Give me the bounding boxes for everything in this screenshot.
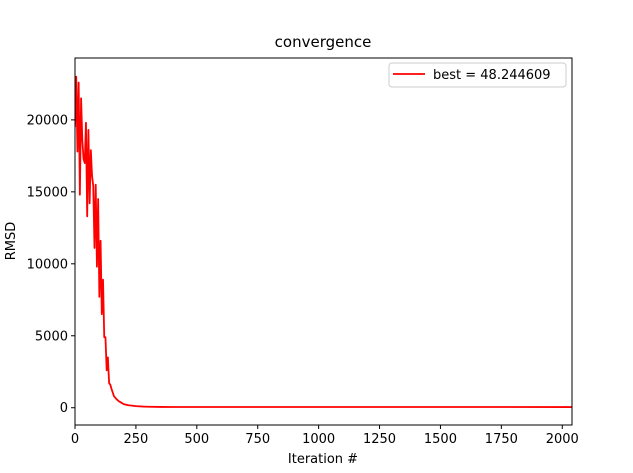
x-tick-label: 2000 [546, 432, 579, 447]
x-tick-label: 500 [184, 432, 209, 447]
x-axis: 0 250 500 750 1000 1250 1500 1750 2000 [71, 425, 579, 447]
y-tick-label: 20000 [27, 113, 68, 128]
y-axis-title: RMSD [4, 222, 19, 261]
x-tick-label: 1750 [485, 432, 518, 447]
x-axis-title: Iteration # [288, 452, 358, 467]
x-tick-label: 1500 [424, 432, 457, 447]
chart-title: convergence [275, 33, 372, 51]
legend-label: best = 48.244609 [433, 68, 551, 83]
y-tick-label: 10000 [27, 257, 68, 272]
plot-area [75, 75, 572, 408]
x-tick-label: 250 [123, 432, 148, 447]
y-axis: 0 5000 10000 15000 20000 [27, 113, 75, 416]
x-tick-label: 1250 [363, 432, 396, 447]
x-tick-label: 1000 [302, 432, 335, 447]
x-tick-label: 0 [71, 432, 79, 447]
y-tick-label: 15000 [27, 185, 68, 200]
plot-frame [74, 57, 573, 426]
legend: best = 48.244609 [388, 62, 567, 88]
series-line-0 [75, 75, 572, 408]
y-tick-label: 0 [60, 401, 68, 416]
y-tick-label: 5000 [35, 329, 68, 344]
x-tick-label: 750 [245, 432, 270, 447]
legend-box [388, 62, 567, 88]
